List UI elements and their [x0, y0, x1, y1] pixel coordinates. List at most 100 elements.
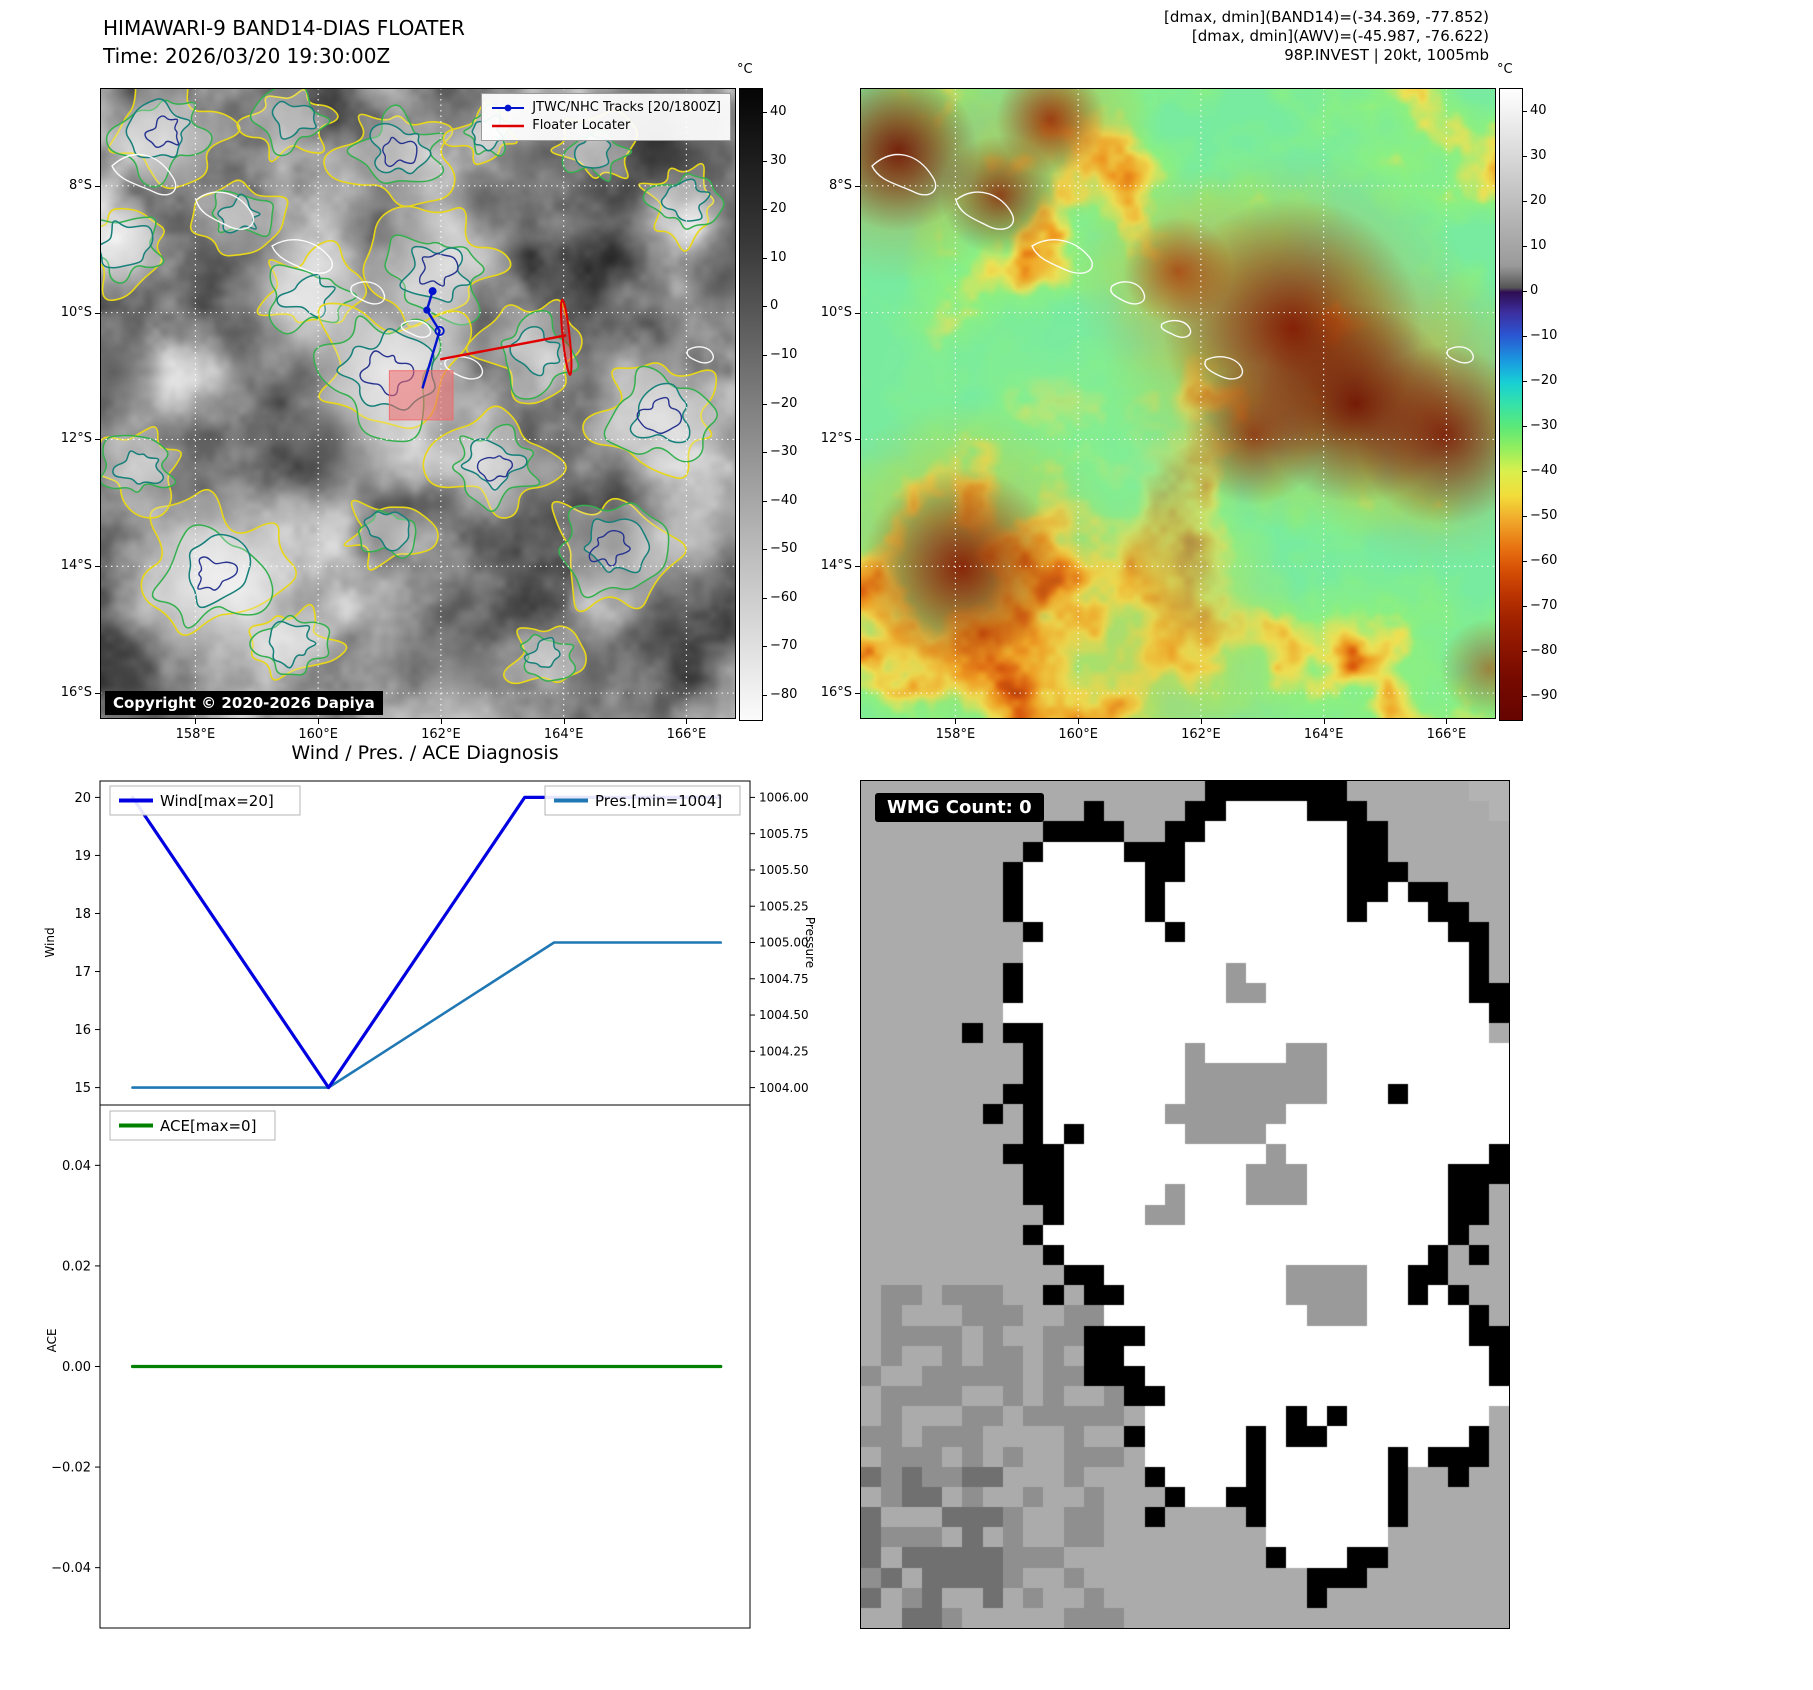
- svg-text:1004.50: 1004.50: [759, 1008, 809, 1022]
- tracks-line-icon: [492, 104, 525, 112]
- awv-colorbar-tickmark: [1523, 606, 1527, 608]
- awv-lat-ticklabel: 8°S: [828, 177, 852, 193]
- awv-colorbar-ticklabel: −70: [1530, 598, 1558, 614]
- awv-colorbar-ticklabel: −80: [1530, 643, 1558, 659]
- band14-colorbar-unit: °C: [737, 62, 753, 77]
- wmg-cloud-mask-panel: WMG Count: 0: [860, 780, 1510, 1629]
- band14-colorbar-tickmark: [763, 500, 767, 502]
- band14-lat-ticklabel: 12°S: [60, 431, 92, 447]
- awv-colorbar-ticklabel: 30: [1530, 147, 1547, 163]
- svg-text:Pres.[min=1004]: Pres.[min=1004]: [595, 792, 722, 810]
- band14-colorbar: [739, 88, 763, 721]
- awv-colorbar-tickmark: [1523, 651, 1527, 653]
- awv-lat-tickmark: [855, 693, 860, 695]
- band14-colorbar-ticklabel: 30: [770, 152, 787, 168]
- dmax-dmin-awv-label: [dmax, dmin](AWV)=(-45.987, -76.622): [1191, 27, 1489, 45]
- awv-lon-tickmark: [955, 719, 957, 724]
- svg-text:16: 16: [74, 1023, 91, 1038]
- svg-text:ACE: ACE: [45, 1328, 59, 1352]
- jtwc-track-line: [421, 290, 441, 389]
- svg-text:1005.25: 1005.25: [759, 899, 809, 913]
- band14-colorbar-tickmark: [763, 257, 767, 259]
- band14-colorbar-ticklabel: −20: [770, 395, 798, 411]
- awv-lon-ticklabel: 158°E: [935, 727, 976, 742]
- svg-text:1005.00: 1005.00: [759, 936, 809, 950]
- svg-text:15: 15: [74, 1081, 91, 1096]
- svg-text:18: 18: [74, 907, 91, 922]
- band14-colorbar-ticklabel: −30: [770, 444, 798, 460]
- band14-lon-tickmark: [195, 719, 197, 724]
- awv-map-overlay: [860, 88, 1496, 719]
- tracks-legend-label: JTWC/NHC Tracks [20/1800Z]: [532, 100, 721, 115]
- awv-lat-tickmark: [855, 566, 860, 568]
- awv-lon-tickmark: [1078, 719, 1080, 724]
- svg-text:−0.04: −0.04: [51, 1561, 91, 1576]
- awv-lon-ticklabel: 166°E: [1426, 727, 1467, 742]
- band14-map-legend: JTWC/NHC Tracks [20/1800Z] Floater Locat…: [481, 93, 731, 141]
- wmg-count-label: WMG Count: 0: [875, 793, 1044, 822]
- svg-text:Wind[max=20]: Wind[max=20]: [160, 792, 274, 810]
- svg-text:17: 17: [74, 965, 91, 980]
- awv-colorbar-tickmark: [1523, 516, 1527, 518]
- band14-lat-tickmark: [95, 566, 100, 568]
- awv-colorbar-ticklabel: 0: [1530, 282, 1539, 298]
- band14-lon-ticklabel: 160°E: [298, 727, 338, 742]
- floater-spindle-marker: [559, 298, 573, 376]
- awv-satellite-map: [860, 88, 1496, 719]
- awv-colorbar-tickmark: [1523, 110, 1527, 112]
- band14-colorbar-ticklabel: 0: [770, 298, 779, 314]
- awv-colorbar-tickmark: [1523, 290, 1527, 292]
- awv-lat-tickmark: [855, 439, 860, 441]
- band14-colorbar-tickmark: [763, 354, 767, 356]
- band14-title: HIMAWARI-9 BAND14-DIAS FLOATER: [103, 16, 465, 40]
- awv-lon-tickmark: [1200, 719, 1202, 724]
- svg-text:1005.75: 1005.75: [759, 827, 809, 841]
- awv-lat-tickmark: [855, 185, 860, 187]
- svg-text:−0.02: −0.02: [51, 1461, 91, 1476]
- pressure-legend: Pres.[min=1004]: [544, 785, 741, 816]
- awv-colorbar-ticklabel: 40: [1530, 102, 1547, 118]
- svg-text:1004.25: 1004.25: [759, 1045, 809, 1059]
- floater-locater-line: [440, 334, 567, 361]
- band14-colorbar-tickmark: [763, 403, 767, 405]
- diagnosis-title: Wind / Pres. / ACE Diagnosis: [291, 742, 559, 764]
- band14-colorbar-ticklabel: −50: [770, 541, 798, 557]
- svg-text:Pressure: Pressure: [803, 917, 817, 968]
- svg-text:0.00: 0.00: [62, 1360, 91, 1375]
- band14-colorbar-ticklabel: 40: [770, 104, 787, 120]
- band14-lon-tickmark: [440, 719, 442, 724]
- awv-colorbar-tickmark: [1523, 200, 1527, 202]
- awv-lat-ticklabel: 12°S: [820, 431, 852, 447]
- cloud-temperature-contours: [100, 88, 725, 685]
- awv-colorbar-ticklabel: −20: [1530, 372, 1558, 388]
- band14-lon-tickmark: [563, 719, 565, 724]
- awv-colorbar-ticklabel: −40: [1530, 463, 1558, 479]
- dmax-dmin-band14-label: [dmax, dmin](BAND14)=(-34.369, -77.852): [1164, 8, 1489, 26]
- awv-lon-ticklabel: 162°E: [1181, 727, 1221, 742]
- floater-legend-row: Floater Locater: [490, 117, 721, 135]
- svg-text:1004.00: 1004.00: [759, 1081, 809, 1095]
- tracks-legend-row: JTWC/NHC Tracks [20/1800Z]: [490, 99, 721, 117]
- svg-text:0.02: 0.02: [62, 1259, 91, 1274]
- coastlines: [871, 153, 1474, 380]
- band14-colorbar-ticklabel: −10: [770, 346, 798, 362]
- svg-text:0.04: 0.04: [62, 1159, 91, 1174]
- band14-lat-tickmark: [95, 185, 100, 187]
- awv-lon-ticklabel: 164°E: [1303, 727, 1344, 742]
- band14-lon-ticklabel: 166°E: [666, 727, 707, 742]
- coastlines: [111, 153, 714, 380]
- floater-line-icon: [492, 124, 525, 128]
- floater-legend-label: Floater Locater: [532, 118, 631, 133]
- band14-satellite-map: JTWC/NHC Tracks [20/1800Z] Floater Locat…: [100, 88, 736, 719]
- awv-colorbar-ticklabel: −10: [1530, 327, 1558, 343]
- awv-lat-ticklabel: 14°S: [820, 558, 852, 574]
- awv-satellite-image: [860, 88, 1496, 719]
- band14-colorbar-tickmark: [763, 646, 767, 648]
- awv-colorbar-tickmark: [1523, 245, 1527, 247]
- awv-colorbar-tickmark: [1523, 335, 1527, 337]
- band14-map-overlay: [100, 88, 736, 719]
- band14-lat-ticklabel: 16°S: [60, 685, 92, 701]
- svg-text:1005.50: 1005.50: [759, 863, 809, 877]
- band14-colorbar-tickmark: [763, 160, 767, 162]
- band14-colorbar-tickmark: [763, 452, 767, 454]
